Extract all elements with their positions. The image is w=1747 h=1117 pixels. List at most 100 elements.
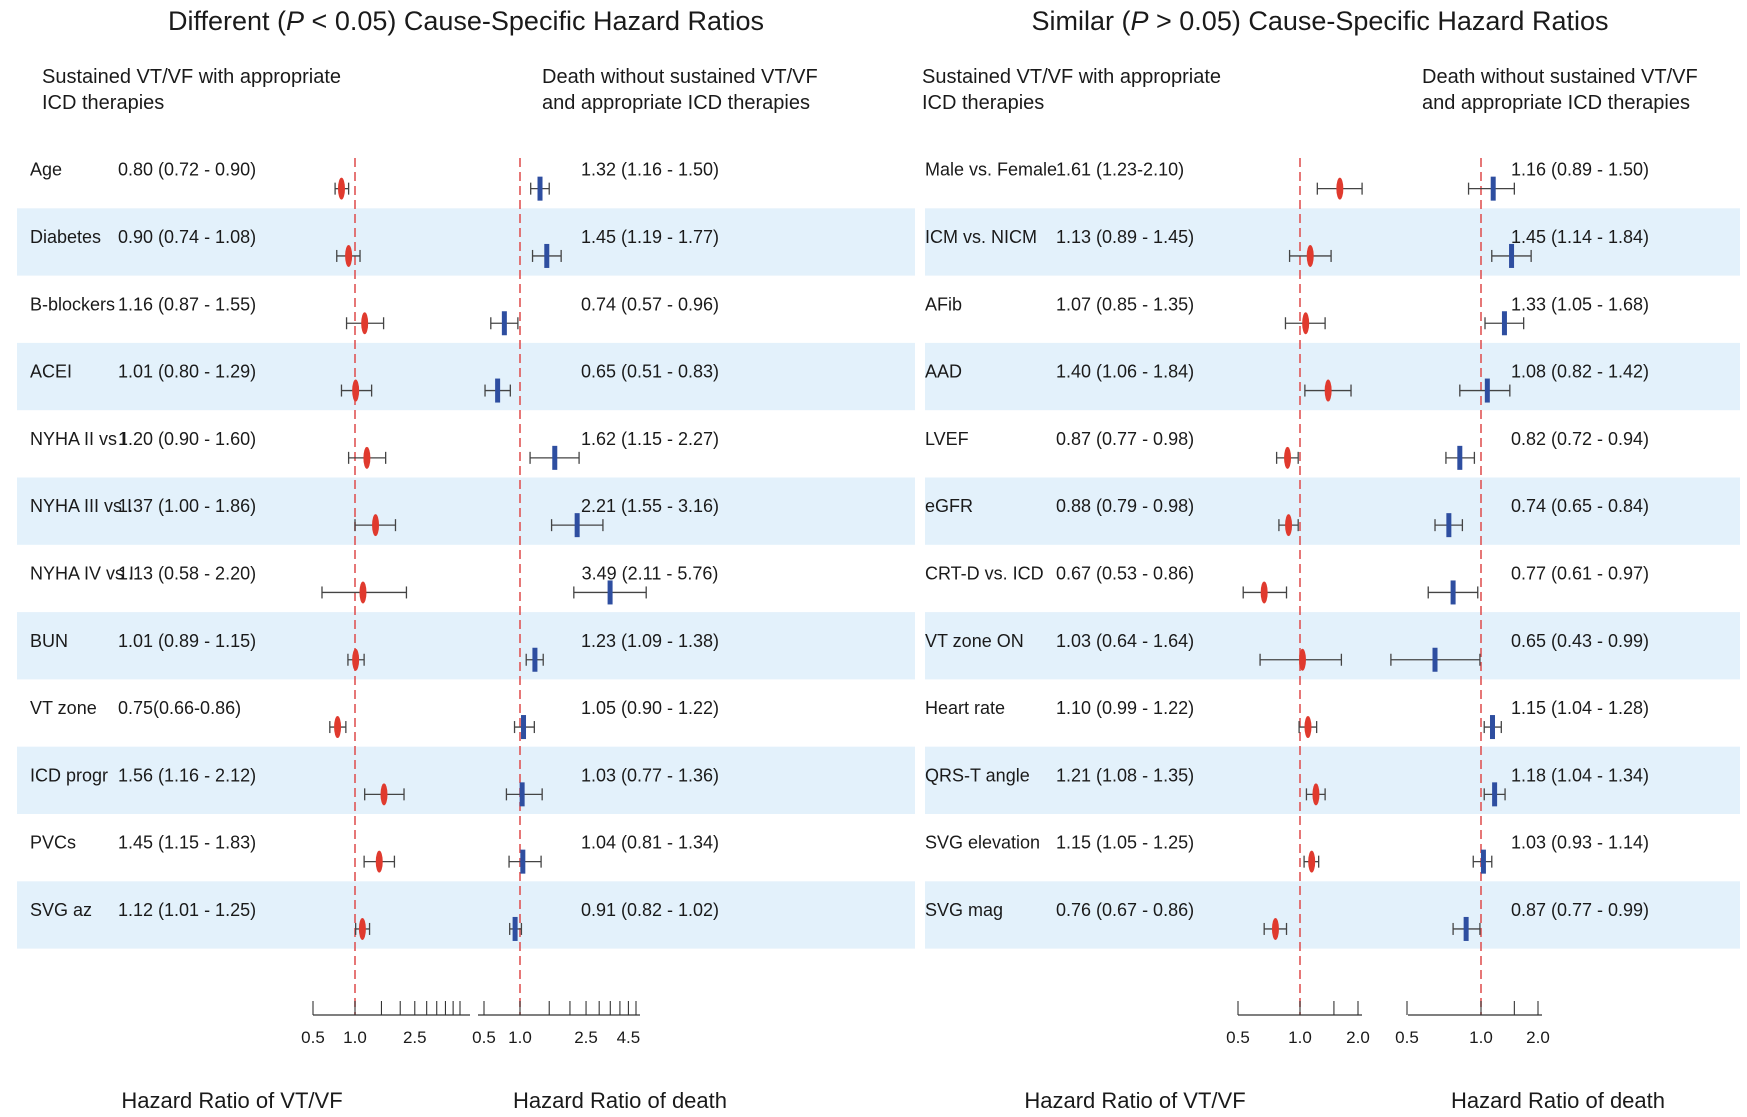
row-band — [925, 208, 1740, 276]
tick-label: 0.5 — [1226, 1028, 1250, 1047]
point-estimate-death — [1489, 715, 1495, 740]
vtvf-hr-text: 1.20 (0.90 - 1.60) — [118, 429, 256, 449]
point-estimate-death — [512, 916, 518, 941]
vtvf-hr-text: 1.40 (1.06 - 1.84) — [1056, 362, 1194, 382]
death-hr-text: 2.21 (1.55 - 3.16) — [581, 496, 719, 516]
tick-label: 2.5 — [574, 1028, 598, 1047]
point-estimate-death — [1501, 311, 1507, 336]
row-label: ACEI — [30, 362, 72, 382]
point-estimate-vtvf — [1285, 514, 1293, 537]
row-band — [17, 746, 915, 814]
x-axis-title-vtvf: Hazard Ratio of VT/VF — [121, 1088, 342, 1113]
point-estimate-death — [552, 445, 558, 470]
header-death-right: Death without sustained VT/VF — [1422, 66, 1698, 88]
point-estimate-death — [520, 849, 526, 874]
point-estimate-death — [495, 378, 501, 403]
tick-label: 2.0 — [1346, 1028, 1370, 1047]
point-estimate-death — [1450, 580, 1456, 605]
vtvf-hr-text: 1.13 (0.58 - 2.20) — [118, 563, 256, 583]
death-hr-text: 0.82 (0.72 - 0.94) — [1511, 429, 1649, 449]
row-band — [17, 612, 915, 680]
death-hr-text: 0.74 (0.57 - 0.96) — [581, 294, 719, 314]
vtvf-hr-text: 1.56 (1.16 - 2.12) — [118, 765, 256, 785]
x-axis-title-death: Hazard Ratio of death — [513, 1088, 727, 1113]
death-hr-text: 0.74 (0.65 - 0.84) — [1511, 496, 1649, 516]
vtvf-hr-text: 1.03 (0.64 - 1.64) — [1056, 631, 1194, 651]
row-label: BUN — [30, 631, 68, 651]
vtvf-hr-text: 1.13 (0.89 - 1.45) — [1056, 227, 1194, 247]
death-hr-text: 0.91 (0.82 - 1.02) — [581, 900, 719, 920]
vtvf-hr-text: 1.45 (1.15 - 1.83) — [118, 833, 256, 853]
point-estimate-vtvf — [345, 244, 353, 267]
point-estimate-death — [607, 580, 613, 605]
death-hr-text: 1.23 (1.09 - 1.38) — [581, 631, 719, 651]
vtvf-hr-text: 1.37 (1.00 - 1.86) — [118, 496, 256, 516]
x-axis-title-death: Hazard Ratio of death — [1451, 1088, 1665, 1113]
x-axis-title-vtvf: Hazard Ratio of VT/VF — [1024, 1088, 1245, 1113]
row-label: Age — [30, 160, 62, 180]
row-label: PVCs — [30, 833, 76, 853]
tick-label: 1.0 — [508, 1028, 532, 1047]
death-hr-text: 1.16 (0.89 - 1.50) — [1511, 160, 1649, 180]
point-estimate-vtvf — [337, 177, 345, 200]
point-estimate-death — [521, 715, 527, 740]
vtvf-hr-text: 1.10 (0.99 - 1.22) — [1056, 698, 1194, 718]
tick-label: 4.5 — [617, 1028, 641, 1047]
row-label: SVG mag — [925, 900, 1003, 920]
row-label: VT zone — [30, 698, 97, 718]
death-hr-text: 1.08 (0.82 - 1.42) — [1511, 362, 1649, 382]
tick-label: 2.0 — [1526, 1028, 1550, 1047]
point-estimate-death — [1457, 445, 1463, 470]
header-death-right: and appropriate ICD therapies — [1422, 92, 1690, 114]
row-label: AAD — [925, 362, 962, 382]
point-estimate-vtvf — [358, 917, 366, 940]
row-label: Diabetes — [30, 227, 101, 247]
point-estimate-vtvf — [361, 312, 369, 335]
point-estimate-death — [1446, 513, 1452, 538]
point-estimate-vtvf — [1271, 917, 1279, 940]
tick-label: 0.5 — [472, 1028, 496, 1047]
death-hr-text: 1.62 (1.15 - 2.27) — [581, 429, 719, 449]
row-band — [17, 881, 915, 949]
point-estimate-vtvf — [375, 850, 383, 873]
vtvf-hr-text: 1.21 (1.08 - 1.35) — [1056, 765, 1194, 785]
row-band — [925, 342, 1740, 411]
point-estimate-death — [1492, 782, 1498, 807]
vtvf-hr-text: 0.67 (0.53 - 0.86) — [1056, 563, 1194, 583]
row-label: SVG az — [30, 900, 92, 920]
row-band — [925, 746, 1740, 814]
row-band — [17, 208, 915, 276]
vtvf-hr-text: 1.61 (1.23-2.10) — [1056, 160, 1184, 180]
point-estimate-death — [1480, 849, 1486, 874]
tick-label: 1.0 — [1469, 1028, 1493, 1047]
death-hr-text: 1.45 (1.14 - 1.84) — [1511, 227, 1649, 247]
vtvf-hr-text: 1.16 (0.87 - 1.55) — [118, 294, 256, 314]
tick-label: 1.0 — [343, 1028, 367, 1047]
vtvf-hr-text: 1.01 (0.89 - 1.15) — [118, 631, 256, 651]
death-hr-text: 1.03 (0.93 - 1.14) — [1511, 833, 1649, 853]
vtvf-hr-text: 1.01 (0.80 - 1.29) — [118, 362, 256, 382]
row-label: CRT-D vs. ICD — [925, 563, 1044, 583]
death-hr-text: 1.33 (1.05 - 1.68) — [1511, 294, 1649, 314]
vtvf-hr-text: 0.75(0.66-0.86) — [118, 698, 241, 718]
header-death-left: Death without sustained VT/VF — [542, 66, 818, 88]
death-hr-text: 0.65 (0.51 - 0.83) — [581, 362, 719, 382]
row-label: eGFR — [925, 496, 973, 516]
point-estimate-vtvf — [1284, 446, 1292, 469]
point-estimate-death — [1432, 647, 1438, 672]
panel-title-left: Different (P < 0.05) Cause-Specific Haza… — [168, 6, 764, 36]
row-band — [17, 477, 915, 545]
point-estimate-vtvf — [363, 446, 371, 469]
row-label: B-blockers — [30, 294, 115, 314]
death-hr-text: 0.77 (0.61 - 0.97) — [1511, 563, 1649, 583]
vtvf-hr-text: 0.76 (0.67 - 0.86) — [1056, 900, 1194, 920]
point-estimate-death — [544, 243, 550, 268]
death-hr-text: 1.03 (0.77 - 1.36) — [581, 765, 719, 785]
vtvf-hr-text: 0.90 (0.74 - 1.08) — [118, 227, 256, 247]
death-hr-text: 1.32 (1.16 - 1.50) — [581, 160, 719, 180]
row-band — [17, 342, 915, 411]
point-estimate-vtvf — [352, 648, 360, 671]
header-vtvf-right: ICD therapies — [922, 92, 1044, 114]
point-estimate-vtvf — [334, 716, 342, 739]
